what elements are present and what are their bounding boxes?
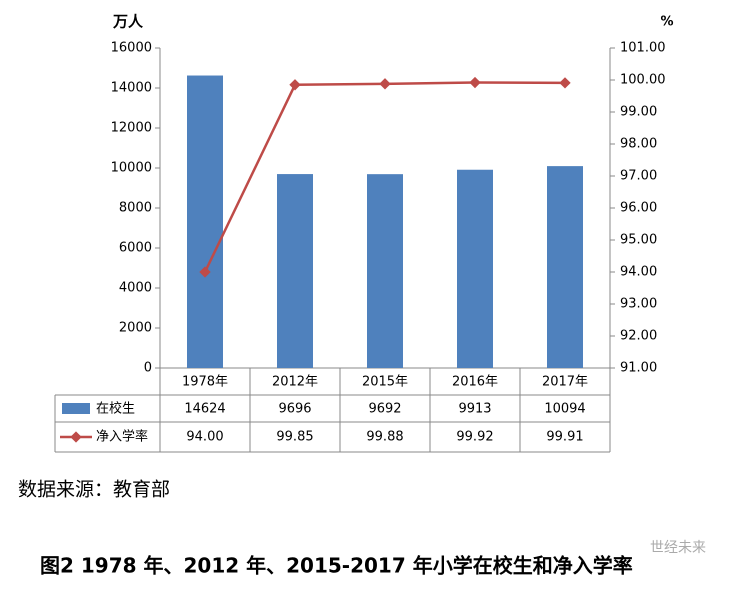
x-tick-label: 2017年: [542, 375, 588, 390]
y2-tick-label: 98.00: [620, 137, 657, 152]
x-tick-label: 2016年: [452, 375, 498, 390]
y-tick-label: 6000: [119, 241, 152, 256]
y2-tick-label: 99.00: [620, 105, 657, 120]
y-axis-label: 万人: [112, 13, 144, 31]
y2-tick-label: 97.00: [620, 169, 657, 184]
y-tick-label: 2000: [119, 321, 152, 336]
y2-axis-label: %: [660, 15, 673, 30]
bar: [277, 174, 313, 368]
legend-label: 在校生: [96, 401, 135, 417]
bar: [367, 174, 403, 368]
table-cell: 94.00: [186, 430, 223, 445]
watermark: 世经未来: [650, 540, 706, 556]
legend-label: 净入学率: [96, 429, 148, 445]
y2-tick-label: 101.00: [620, 41, 666, 56]
y-tick-label: 12000: [111, 121, 152, 136]
table-cell: 10094: [544, 402, 585, 417]
y-tick-label: 4000: [119, 281, 152, 296]
caption: 图2 1978 年、2012 年、2015-2017 年小学在校生和净入学率: [40, 554, 633, 578]
table-cell: 14624: [184, 402, 225, 417]
y2-tick-label: 95.00: [620, 233, 657, 248]
y2-tick-label: 94.00: [620, 265, 657, 280]
y2-tick-label: 96.00: [620, 201, 657, 216]
source: 数据来源：教育部: [18, 479, 170, 501]
y-tick-label: 16000: [111, 41, 152, 56]
bar: [547, 166, 583, 368]
legend-swatch: [62, 403, 90, 414]
table-cell: 99.88: [366, 430, 403, 445]
y-tick-label: 14000: [111, 81, 152, 96]
table-cell: 9913: [458, 402, 491, 417]
x-tick-label: 2015年: [362, 375, 408, 390]
table-cell: 9692: [368, 402, 401, 417]
table-cell: 99.92: [456, 430, 493, 445]
table-cell: 99.91: [546, 430, 583, 445]
line-marker: [199, 266, 211, 278]
bar: [457, 169, 493, 368]
y2-tick-label: 92.00: [620, 329, 657, 344]
y-tick-label: 8000: [119, 201, 152, 216]
y2-tick-label: 91.00: [620, 361, 657, 376]
y-tick-label: 0: [144, 361, 152, 376]
table-cell: 99.85: [276, 430, 313, 445]
bar: [187, 75, 223, 369]
y2-tick-label: 100.00: [620, 73, 666, 88]
y2-tick-label: 93.00: [620, 297, 657, 312]
x-tick-label: 2012年: [272, 375, 318, 390]
y-tick-label: 10000: [111, 161, 152, 176]
table-cell: 9696: [278, 402, 311, 417]
x-tick-label: 1978年: [182, 375, 228, 390]
